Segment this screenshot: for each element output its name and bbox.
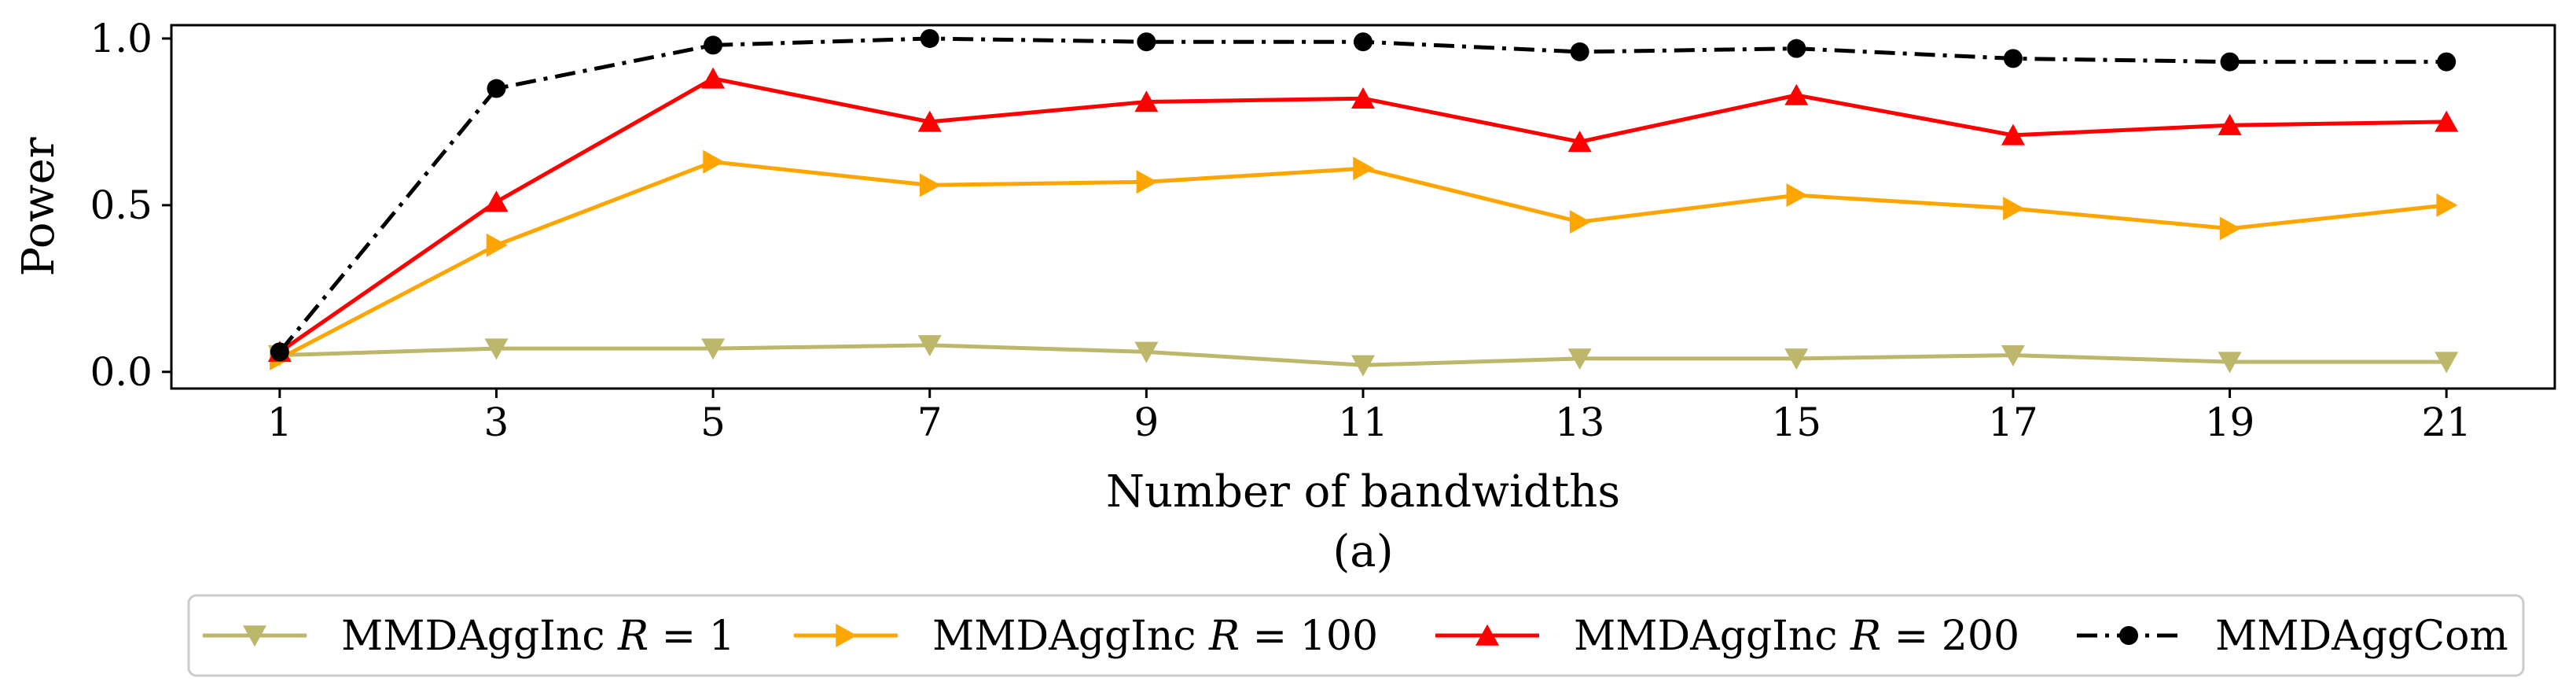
data-point-s2-3 <box>703 149 725 174</box>
data-point-s1-9 <box>2001 344 2025 367</box>
legend-item-2: MMDAggInc R = 100 <box>794 613 1378 660</box>
data-point-s1-4 <box>917 335 942 357</box>
x-axis-label: Number of bandwidths <box>1106 466 1620 518</box>
data-point-s2-11 <box>2436 193 2458 217</box>
x-tick-label: 7 <box>917 400 943 445</box>
data-point-s4-1 <box>270 342 289 362</box>
legend-label: MMDAggInc R = 100 <box>932 613 1378 660</box>
x-tick-label: 15 <box>1771 400 1821 445</box>
legend-label: MMDAggCom <box>2215 613 2508 660</box>
series-4 <box>270 28 2457 362</box>
data-point-s1-10 <box>2218 352 2242 374</box>
x-tick-label: 9 <box>1134 400 1159 445</box>
data-point-s3-2 <box>484 190 509 212</box>
data-point-s1-7 <box>1567 348 1592 370</box>
data-point-s3-11 <box>2435 110 2459 132</box>
data-point-s3-8 <box>1784 83 1809 105</box>
data-point-s3-4 <box>917 110 942 132</box>
data-point-s4-10 <box>2220 52 2240 72</box>
x-tick-label: 19 <box>2205 400 2255 445</box>
data-point-s1-6 <box>1351 355 1375 377</box>
data-point-s4-8 <box>1787 39 1806 58</box>
series-layer <box>267 28 2459 377</box>
data-point-s3-5 <box>1134 90 1159 112</box>
data-point-s2-5 <box>1136 170 1158 194</box>
data-point-s4-7 <box>1570 42 1589 61</box>
data-point-s2-9 <box>2003 197 2025 221</box>
x-tick-label: 17 <box>1988 400 2038 445</box>
data-point-s3-9 <box>2001 123 2025 146</box>
data-point-s3-7 <box>1567 131 1592 153</box>
legend-marker <box>1475 624 1499 646</box>
data-point-s3-10 <box>2218 113 2242 135</box>
legend-box <box>187 594 2525 677</box>
data-point-s2-6 <box>1353 157 1375 181</box>
y-tick-label: 0.0 <box>90 349 153 395</box>
data-point-s4-6 <box>1354 32 1373 52</box>
data-point-s2-8 <box>1786 183 1808 208</box>
legend-item-1: MMDAggInc R = 1 <box>203 613 735 660</box>
legend: MMDAggInc R = 1 MMDAggInc R = 100 MMDAggIn… <box>187 594 2525 677</box>
chart-caption: (a) <box>1332 526 1393 577</box>
x-tick-label: 13 <box>1555 400 1605 445</box>
x-tick-label: 1 <box>267 400 292 445</box>
legend-item-4: MMDAggCom <box>2077 613 2508 660</box>
data-point-s4-11 <box>2437 52 2457 72</box>
legend-items: MMDAggInc R = 1 MMDAggInc R = 100 MMDAggIn… <box>203 613 2508 660</box>
data-point-s4-2 <box>487 79 506 98</box>
data-point-s1-5 <box>1134 341 1159 363</box>
data-point-s2-7 <box>1569 210 1591 234</box>
data-point-s1-8 <box>1784 348 1809 370</box>
series-1 <box>267 335 2459 377</box>
data-point-s3-6 <box>1351 87 1375 109</box>
x-tick-label: 5 <box>700 400 726 445</box>
x-tick-label: 21 <box>2421 400 2471 445</box>
data-point-s1-3 <box>701 338 726 360</box>
ticks-layer: 1 3 5 7 9 11 13 15 17 19 210.00.51.0 <box>90 16 2471 445</box>
x-tick-label: 11 <box>1338 400 1388 445</box>
data-point-s2-4 <box>919 173 941 197</box>
legend-marker <box>243 625 266 647</box>
data-point-s3-3 <box>701 67 726 89</box>
data-point-s4-3 <box>704 35 723 55</box>
y-axis-label: Power <box>13 137 64 276</box>
legend-marker <box>836 624 858 647</box>
y-tick-label: 1.0 <box>90 16 153 61</box>
data-point-s4-4 <box>920 28 939 48</box>
legend-label: MMDAggInc R = 200 <box>1574 613 2019 660</box>
legend-label: MMDAggInc R = 1 <box>341 613 735 660</box>
legend-marker <box>2119 626 2138 645</box>
data-point-s4-9 <box>2003 49 2023 68</box>
legend-item-3: MMDAggInc R = 200 <box>1435 613 2019 660</box>
x-tick-label: 3 <box>484 400 509 445</box>
data-point-s2-10 <box>2219 216 2241 241</box>
data-point-s1-2 <box>484 338 509 360</box>
data-point-s2-2 <box>486 233 508 257</box>
y-tick-label: 0.5 <box>90 182 153 228</box>
data-point-s1-11 <box>2435 352 2459 374</box>
data-point-s4-5 <box>1137 32 1156 52</box>
